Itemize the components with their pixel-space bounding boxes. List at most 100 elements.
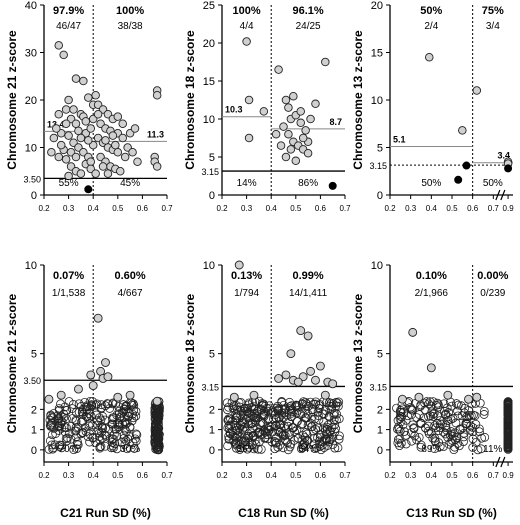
data-point — [401, 430, 411, 440]
data-point-highlighted — [454, 175, 463, 184]
right-bottom-percent: 11% — [483, 444, 502, 455]
data-point — [223, 441, 233, 451]
data-point — [76, 133, 86, 143]
data-point — [401, 439, 411, 449]
x-tick-label: 0.4 — [426, 204, 438, 213]
data-point — [268, 427, 278, 437]
data-point — [109, 430, 119, 440]
data-point — [313, 411, 323, 420]
data-point — [80, 423, 90, 432]
data-point — [244, 95, 254, 105]
data-point — [127, 400, 137, 410]
data-point — [429, 408, 439, 418]
data-point — [81, 117, 91, 126]
data-point — [315, 442, 325, 451]
data-point — [303, 331, 313, 341]
data-point — [270, 437, 280, 446]
data-point — [152, 90, 162, 100]
data-point — [446, 427, 456, 436]
data-point — [71, 74, 81, 83]
data-point — [118, 119, 127, 128]
y-tick-label: 0 — [377, 445, 383, 457]
y-tick-label: 30 — [25, 48, 37, 60]
data-point — [299, 440, 309, 449]
data-point — [234, 260, 244, 270]
median-label-left: 10.3 — [225, 105, 243, 115]
data-point — [449, 431, 458, 441]
data-point — [395, 411, 405, 421]
y-tick-label: 10 — [371, 260, 383, 272]
y-axis-label: Chromosome 13 z-score — [351, 30, 365, 170]
data-point — [503, 423, 513, 433]
data-point — [63, 433, 72, 443]
data-point — [232, 411, 242, 421]
x-tick-label: 0.2 — [38, 471, 50, 480]
data-point — [284, 129, 293, 139]
data-point — [91, 169, 100, 178]
data-point — [74, 126, 83, 136]
median-label-right: 11.3 — [147, 129, 164, 139]
data-point — [223, 405, 232, 415]
data-point — [231, 409, 241, 419]
data-point — [259, 399, 269, 409]
data-point — [129, 405, 139, 415]
data-point — [311, 397, 321, 407]
data-point — [64, 95, 73, 105]
data-point — [503, 398, 513, 408]
data-point — [279, 122, 288, 131]
data-point — [263, 421, 273, 431]
dense-point-cloud — [222, 396, 344, 455]
data-point-highlighted — [84, 185, 93, 194]
data-point — [285, 402, 295, 411]
x-tick-label: 0.4 — [88, 204, 100, 213]
data-point — [434, 400, 443, 410]
data-point — [503, 400, 513, 409]
y-tick-label: 0 — [31, 190, 37, 202]
data-point — [459, 432, 469, 442]
left-bottom-percent: 70% — [59, 444, 79, 455]
data-point — [61, 119, 71, 128]
data-point — [122, 444, 132, 454]
data-point — [73, 440, 83, 450]
data-point — [113, 112, 123, 121]
dense-point-cloud — [44, 396, 164, 455]
data-point — [275, 420, 284, 430]
data-point — [328, 440, 338, 449]
data-point — [228, 403, 238, 413]
threshold-label: 3.15 — [369, 382, 387, 392]
data-point — [503, 414, 513, 423]
data-point — [311, 99, 320, 109]
data-point — [71, 423, 81, 432]
data-point — [111, 140, 120, 150]
data-point — [293, 433, 303, 443]
data-point — [236, 410, 246, 420]
y-tick-label: 5 — [377, 143, 383, 155]
data-point — [480, 432, 490, 442]
data-point — [249, 390, 259, 400]
data-point — [273, 425, 283, 435]
left-count-label: 2/1,966 — [415, 288, 449, 299]
x-tick-label: 0.5 — [112, 204, 124, 213]
left-bottom-percent: 55% — [59, 178, 79, 189]
data-point — [328, 379, 338, 389]
x-tick-label: 0.4 — [88, 471, 100, 480]
data-point — [274, 65, 283, 74]
data-point — [59, 50, 68, 60]
data-point — [46, 411, 56, 421]
data-point — [226, 414, 235, 424]
data-point — [230, 421, 240, 431]
right-count-label: 24/25 — [296, 21, 321, 32]
data-point — [274, 412, 284, 422]
data-point — [274, 374, 284, 383]
data-point — [287, 407, 296, 417]
data-point — [284, 103, 293, 112]
data-point — [324, 435, 334, 445]
data-point — [410, 431, 420, 441]
y-tick-label: 20 — [203, 38, 215, 50]
data-point — [310, 444, 320, 454]
data-point — [479, 406, 489, 416]
right-percent-label: 0.99% — [292, 270, 323, 282]
data-point — [133, 157, 142, 166]
data-point — [393, 438, 403, 448]
data-point — [412, 435, 422, 445]
